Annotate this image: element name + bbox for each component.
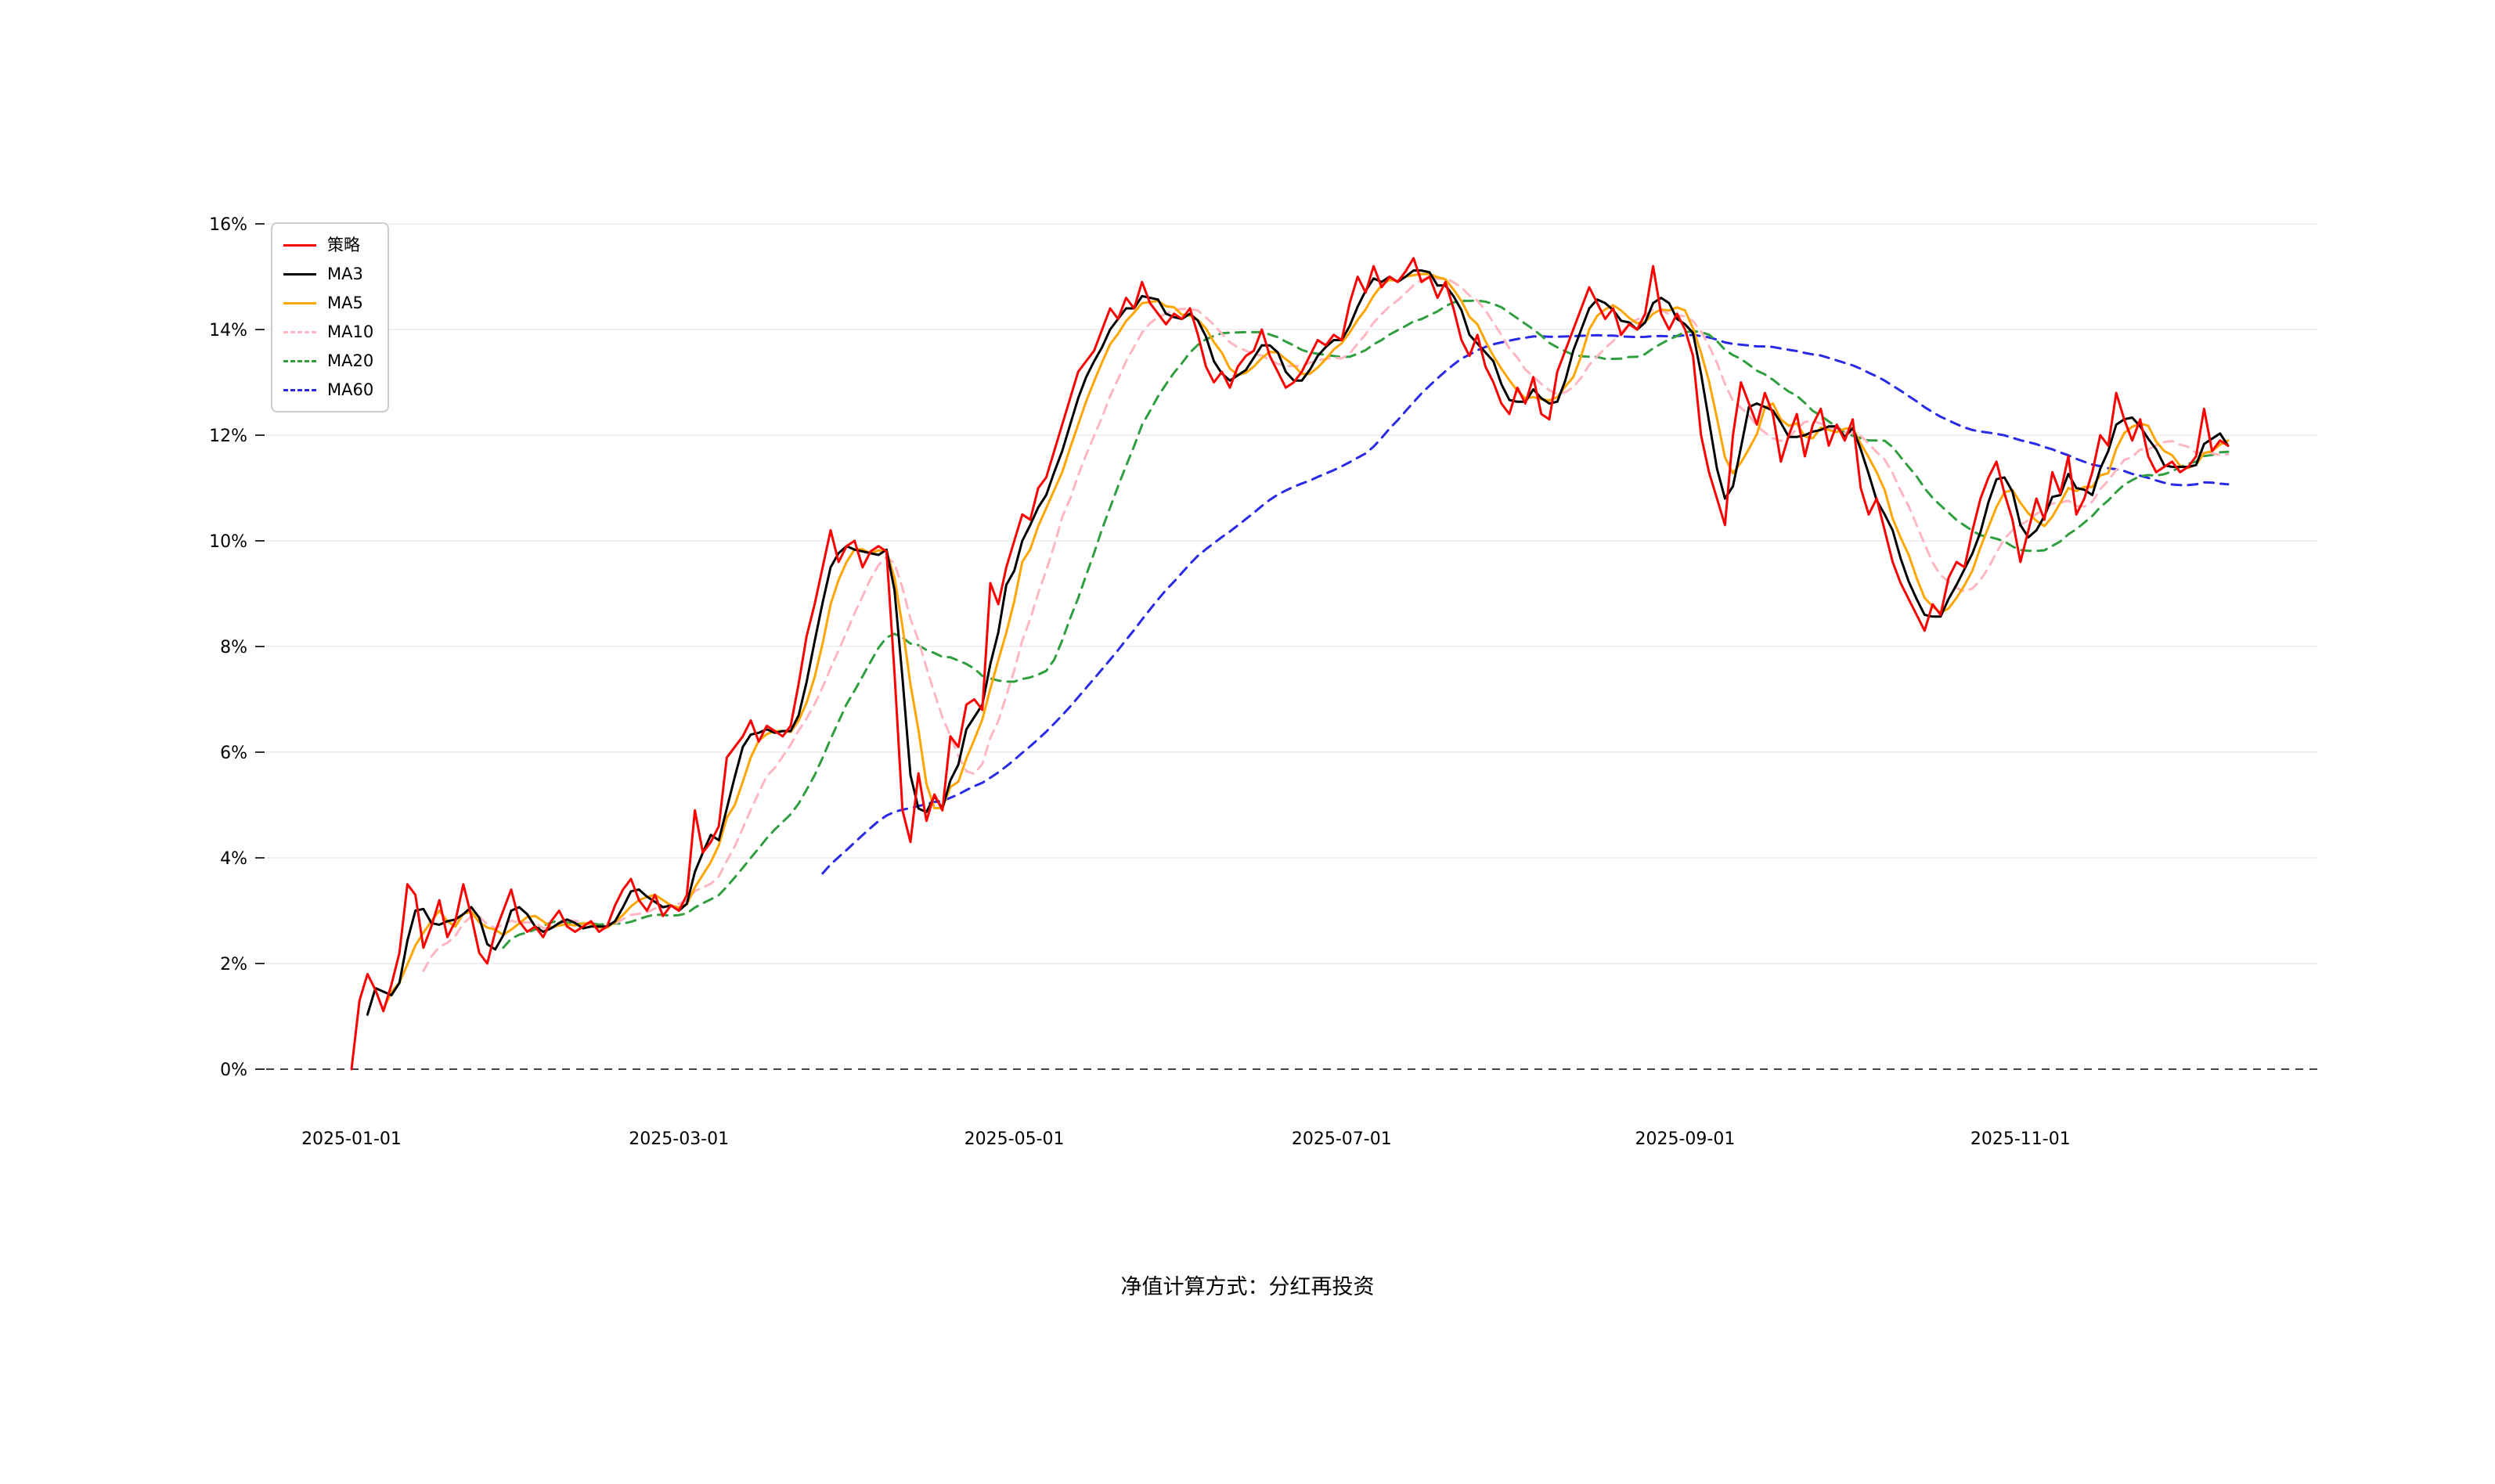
series-line-MA20 xyxy=(502,299,2230,949)
legend-line-sample xyxy=(283,359,316,362)
y-axis-label: 4% xyxy=(220,849,247,869)
legend-item-MA60: MA60 xyxy=(283,378,373,402)
x-axis-label: 2025-11-01 xyxy=(1970,1129,2071,1149)
series-line-MA3 xyxy=(366,269,2230,1016)
legend-label: MA10 xyxy=(327,322,374,341)
y-axis-label: 12% xyxy=(209,427,247,446)
legend-label: MA3 xyxy=(327,265,363,283)
legend-item-MA20: MA20 xyxy=(283,349,373,373)
series-line-MA5 xyxy=(382,272,2230,1010)
x-axis-label: 2025-03-01 xyxy=(629,1129,729,1149)
legend-item-MA10: MA10 xyxy=(283,320,373,344)
legend-label: 策略 xyxy=(327,236,360,254)
y-axis-label: 8% xyxy=(220,638,247,657)
legend-line-sample xyxy=(283,272,316,276)
legend-line-sample xyxy=(283,388,316,391)
series-line-MA10 xyxy=(422,276,2230,972)
legend-item-策略: 策略 xyxy=(283,233,373,257)
legend-label: MA20 xyxy=(327,351,374,370)
y-axis-label: 14% xyxy=(209,321,247,340)
series-line-策略 xyxy=(350,257,2230,1071)
y-axis-label: 6% xyxy=(220,744,247,763)
x-axis-label: 2025-09-01 xyxy=(1635,1129,1735,1149)
legend-line-sample xyxy=(283,330,316,333)
legend-label: MA60 xyxy=(327,380,374,399)
legend-line-sample xyxy=(283,243,316,247)
legend-line-sample xyxy=(283,301,316,304)
series-line-MA60 xyxy=(821,333,2230,875)
chart-caption: 净值计算方式：分红再投资 xyxy=(1120,1275,1375,1299)
legend-item-MA5: MA5 xyxy=(283,291,373,315)
legend-item-MA3: MA3 xyxy=(283,262,373,286)
chart-legend: 策略 MA3 MA5 MA10 MA20 MA60 xyxy=(271,222,390,412)
x-axis-label: 2025-01-01 xyxy=(301,1129,402,1149)
legend-label: MA5 xyxy=(327,294,363,312)
y-axis-label: 10% xyxy=(209,532,247,552)
x-axis-label: 2025-05-01 xyxy=(964,1129,1065,1149)
x-axis-label: 2025-07-01 xyxy=(1292,1129,1392,1149)
y-axis-label: 16% xyxy=(209,215,247,235)
y-axis-label: 2% xyxy=(220,955,247,974)
y-axis-label: 0% xyxy=(220,1061,247,1080)
